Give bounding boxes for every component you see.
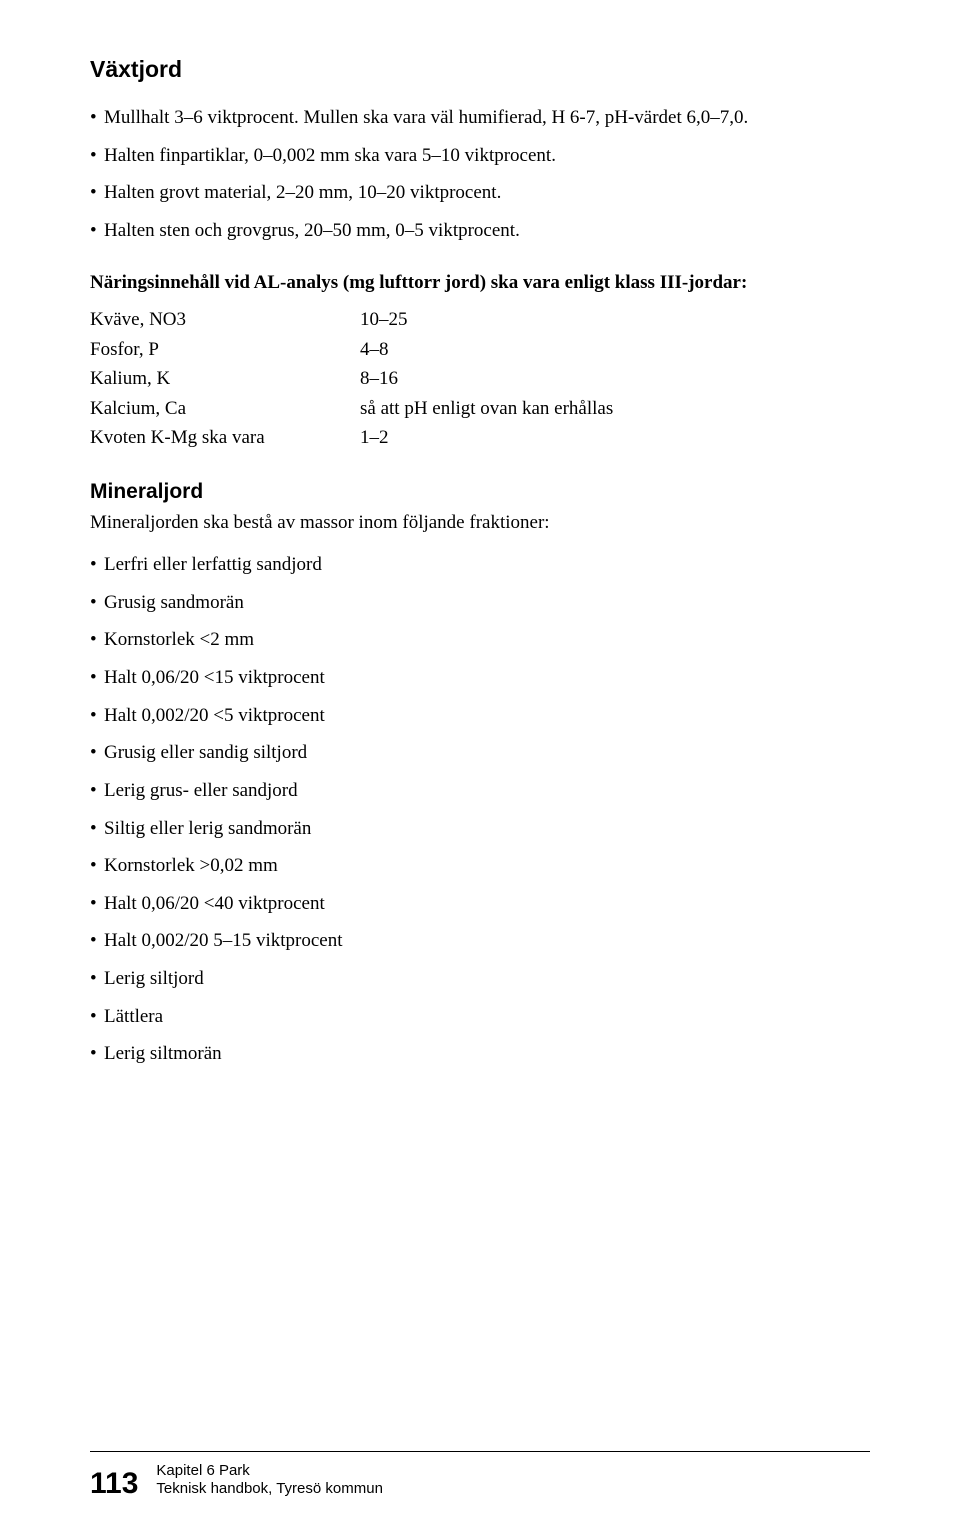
nutrient-value: så att pH enligt ovan kan erhållas [360,394,613,423]
list-item: Halten sten och grovgrus, 20–50 mm, 0–5 … [90,212,870,250]
nutrient-value: 10–25 [360,305,613,334]
nutrient-value: 8–16 [360,364,613,393]
list-item: Halten finpartiklar, 0–0,002 mm ska vara… [90,137,870,175]
footer-line2: Teknisk handbok, Tyresö kommun [156,1480,383,1497]
list-item: Lerig siltjord [90,960,870,998]
nutrient-label: Kalcium, Ca [90,394,360,423]
vaxtjord-bullet-list: Mullhalt 3–6 viktprocent. Mullen ska var… [90,99,870,250]
list-item: Halt 0,002/20 <5 viktprocent [90,697,870,735]
list-item: Grusig eller sandig siltjord [90,734,870,772]
list-item: Lerig siltmorän [90,1035,870,1073]
nutrient-label: Kalium, K [90,364,360,393]
page-container: Växtjord Mullhalt 3–6 viktprocent. Mulle… [0,0,960,1539]
list-item: Lättlera [90,998,870,1036]
heading-vaxtjord: Växtjord [90,56,870,83]
nutrient-label: Kväve, NO3 [90,305,360,334]
list-item: Siltig eller lerig sandmorän [90,810,870,848]
nutrient-value: 4–8 [360,335,613,364]
list-item: Halt 0,06/20 <15 viktprocent [90,659,870,697]
list-item: Kornstorlek <2 mm [90,621,870,659]
nutrients-table: Kväve, NO3 10–25 Fosfor, P 4–8 Kalium, K… [90,305,613,452]
page-footer: 113 Kapitel 6 Park Teknisk handbok, Tyre… [90,1451,870,1500]
list-item: Halt 0,06/20 <40 viktprocent [90,885,870,923]
table-row: Fosfor, P 4–8 [90,335,613,364]
mineraljord-intro: Mineraljorden ska bestå av massor inom f… [90,510,870,536]
list-item: Halt 0,002/20 5–15 viktprocent [90,922,870,960]
table-row: Kalium, K 8–16 [90,364,613,393]
list-item: Lerfri eller lerfattig sandjord [90,546,870,584]
nutrients-intro: Näringsinnehåll vid AL-analys (mg luftto… [90,270,870,296]
table-row: Kalcium, Ca så att pH enligt ovan kan er… [90,394,613,423]
footer-text: Kapitel 6 Park Teknisk handbok, Tyresö k… [156,1462,383,1500]
nutrient-label: Fosfor, P [90,335,360,364]
list-item: Grusig sandmorän [90,584,870,622]
nutrient-label: Kvoten K-Mg ska vara [90,423,360,452]
list-item: Kornstorlek >0,02 mm [90,847,870,885]
table-row: Kvoten K-Mg ska vara 1–2 [90,423,613,452]
page-number: 113 [90,1469,138,1499]
list-item: Halten grovt material, 2–20 mm, 10–20 vi… [90,174,870,212]
list-item: Lerig grus- eller sandjord [90,772,870,810]
table-row: Kväve, NO3 10–25 [90,305,613,334]
footer-line1: Kapitel 6 Park [156,1462,249,1479]
heading-mineraljord: Mineraljord [90,480,870,504]
list-item: Mullhalt 3–6 viktprocent. Mullen ska var… [90,99,870,137]
mineraljord-bullet-list: Lerfri eller lerfattig sandjord Grusig s… [90,546,870,1073]
nutrient-value: 1–2 [360,423,613,452]
